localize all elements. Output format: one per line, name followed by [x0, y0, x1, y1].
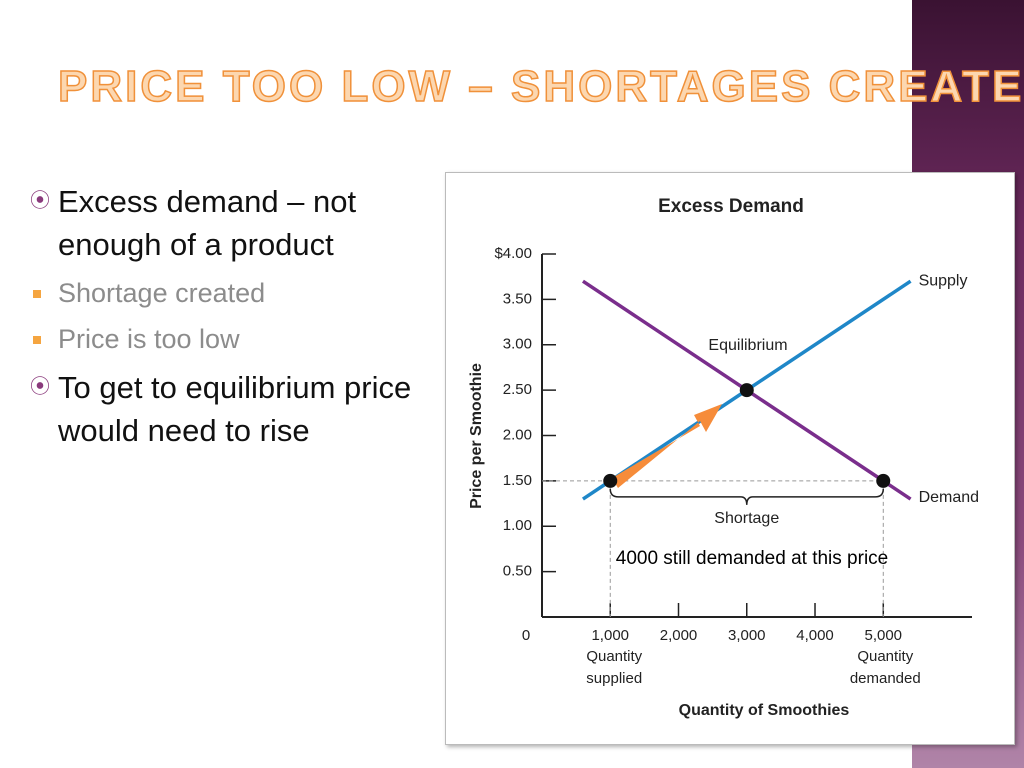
arrow: [612, 404, 722, 488]
x-tick-label: 5,000: [864, 627, 902, 644]
y-tick-label: 3.00: [503, 336, 532, 353]
bullet: To get to equilibrium price would need t…: [30, 366, 415, 452]
slide-title: PRICE TOO LOW – SHORTAGES CREATED: [57, 61, 1024, 112]
y-tick-label: 1.00: [503, 517, 532, 534]
y-tick-label: $4.00: [494, 245, 532, 262]
x-tick-label: 4,000: [796, 627, 834, 644]
quantity-note: supplied: [586, 670, 642, 687]
x-tick-label: 3,000: [728, 627, 766, 644]
bullet-list: Excess demand – not enough of a product …: [30, 180, 415, 456]
x-tick-label: 1,000: [591, 627, 629, 644]
series-line: [581, 279, 912, 501]
point: [739, 383, 754, 398]
point: [876, 473, 891, 488]
quantity-note: Quantity: [857, 648, 913, 665]
x-tick-label: 0: [522, 627, 530, 644]
chart-frame: [445, 172, 1015, 745]
x-axis-label: Quantity of Smoothies: [679, 702, 850, 719]
sub-bullet: Price is too low: [30, 316, 415, 362]
y-tick-label: 3.50: [503, 290, 532, 307]
y-tick-label: 1.50: [503, 472, 532, 489]
y-tick-label: 0.50: [503, 563, 532, 580]
legend-label: Demand: [919, 489, 979, 506]
annotation: 4000 still demanded at this price: [616, 548, 889, 569]
x-tick-label: 2,000: [660, 627, 698, 644]
chart-title: Excess Demand: [658, 196, 804, 217]
bracket: [609, 488, 885, 505]
y-tick-label: 2.00: [503, 426, 532, 443]
sub-bullet: Shortage created: [30, 270, 415, 316]
equilibrium-label: Equilibrium: [708, 337, 787, 354]
legend-label: Supply: [919, 272, 968, 289]
bullet: Excess demand – not enough of a product: [30, 180, 415, 266]
point: [603, 473, 618, 488]
series-line: [581, 279, 912, 501]
quantity-note: demanded: [850, 670, 921, 687]
quantity-note: Quantity: [586, 648, 642, 665]
y-axis-label: Price per Smoothie: [468, 363, 485, 509]
shortage-label: Shortage: [714, 510, 779, 527]
y-tick-label: 2.50: [503, 381, 532, 398]
